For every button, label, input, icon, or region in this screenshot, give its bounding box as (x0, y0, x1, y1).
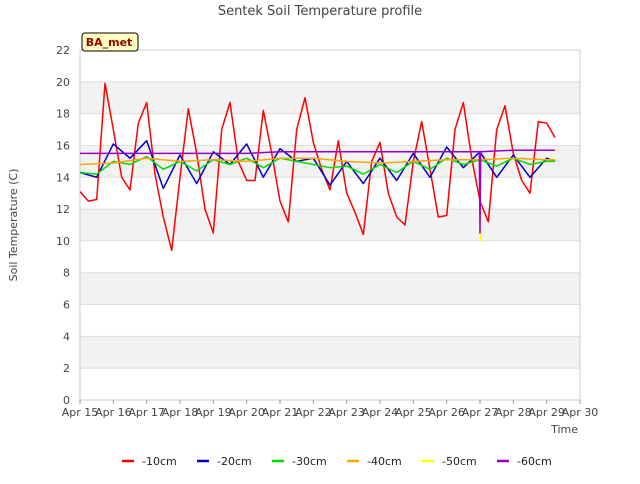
x-axis-label: Time (550, 423, 578, 436)
legend-item: -10cm (122, 455, 177, 468)
y-tick-label: 2 (63, 362, 70, 375)
plot-frame (79, 49, 581, 401)
y-tick-label: 10 (56, 235, 70, 248)
legend-label: -10cm (142, 455, 177, 468)
y-tick-label: 14 (56, 171, 70, 184)
x-tick-label: Apr 19 (195, 406, 232, 419)
x-tick-label: Apr 17 (128, 406, 165, 419)
y-tick-label: 12 (56, 203, 70, 216)
legend-item: -20cm (197, 455, 252, 468)
x-tick-label: Apr 24 (362, 406, 399, 419)
x-tick-label: Apr 23 (328, 406, 365, 419)
y-tick-label: 20 (56, 76, 70, 89)
x-tick-label: Apr 26 (428, 406, 465, 419)
site-label-text: BA_met (86, 36, 133, 49)
legend-label: -20cm (217, 455, 252, 468)
series-line-minus60cm (80, 149, 555, 234)
x-tick-label: Apr 28 (495, 406, 532, 419)
series-line-minus30cm (79, 155, 555, 175)
grid-band (80, 209, 580, 241)
y-tick-label: 6 (63, 299, 70, 312)
y-axis-label: Soil Temperature (C) (7, 169, 20, 282)
chart-title: Sentek Soil Temperature profile (218, 4, 422, 19)
legend-item: -50cm (422, 455, 477, 468)
grid-band (80, 81, 580, 114)
x-tick-label: Apr 20 (228, 406, 265, 419)
grid-band (80, 336, 580, 369)
series-line-minus10cm (79, 82, 556, 252)
x-tick-label: Apr 22 (295, 406, 332, 419)
legend-label: -40cm (367, 455, 402, 468)
series-line-minus20cm (79, 139, 556, 190)
y-tick-label: 4 (63, 330, 70, 343)
site-label-box (81, 32, 139, 52)
y-tick-label: 18 (56, 108, 70, 121)
y-tick-label: 22 (56, 44, 70, 57)
legend-item: -40cm (347, 455, 402, 468)
x-tick-label: Apr 15 (62, 406, 99, 419)
y-tick-label: 16 (56, 139, 70, 152)
x-tick-label: Apr 21 (262, 406, 299, 419)
x-tick-label: Apr 25 (395, 406, 432, 419)
x-tick-label: Apr 16 (95, 406, 132, 419)
x-tick-label: Apr 18 (162, 406, 199, 419)
legend-label: -30cm (292, 455, 327, 468)
grid-band (80, 272, 580, 305)
x-tick-label: Apr 27 (462, 406, 499, 419)
legend-item: -60cm (497, 455, 552, 468)
site-label-badge: BA_met (81, 32, 139, 52)
x-tick-label: Apr 29 (528, 406, 565, 419)
legend-item: -30cm (272, 455, 327, 468)
x-tick-label: Apr 30 (562, 406, 599, 419)
legend: -10cm -20cm -30cm -40cm -50cm -60cm (122, 455, 552, 468)
y-tick-label: 0 (63, 394, 70, 407)
y-tick-label: 8 (63, 267, 70, 280)
series-line-minus40cm (79, 157, 555, 166)
legend-label: -60cm (517, 455, 552, 468)
legend-label: -50cm (442, 455, 477, 468)
